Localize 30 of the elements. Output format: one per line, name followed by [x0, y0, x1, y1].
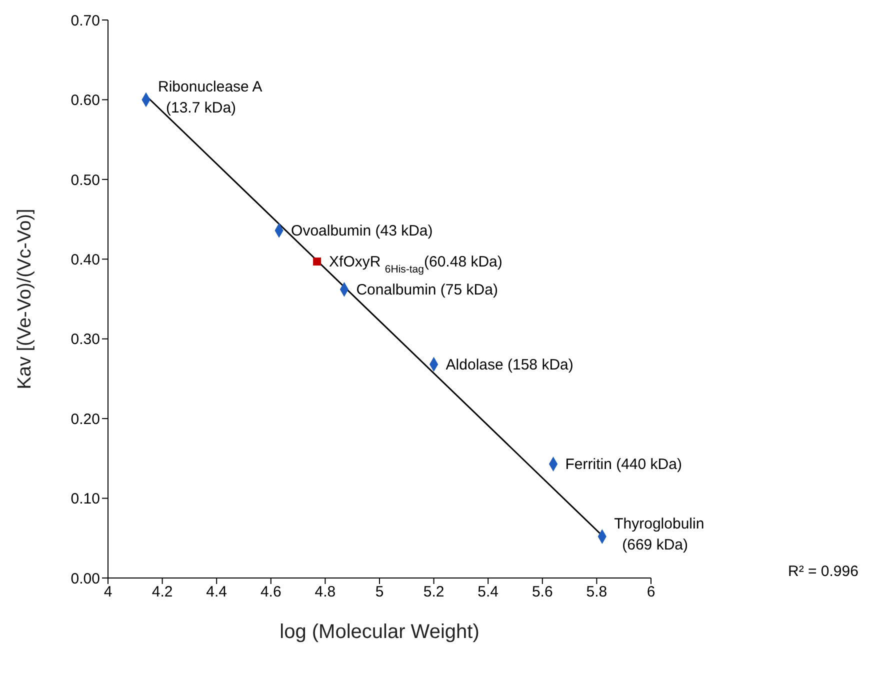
text: R² = 0.996 — [788, 563, 858, 580]
annotation: Thyroglobulin (669 kDa) — [614, 516, 704, 554]
y-tick-label: 0.40 — [70, 251, 100, 268]
x-axis-title: log (Molecular Weight) — [280, 621, 480, 643]
y-tick-label: 0.00 — [70, 570, 100, 588]
x-tick-label: 4.4 — [206, 584, 228, 601]
y-tick-label: 0.60 — [70, 92, 100, 110]
x-tick-label: 5.8 — [586, 584, 608, 601]
y-tick-label: 0.70 — [70, 12, 100, 30]
y-tick-label: 0.10 — [70, 490, 100, 508]
x-tick-label: 5 — [375, 584, 384, 601]
x-tick-label: 4.6 — [260, 584, 282, 601]
annotation: Aldolase (158 kDa) — [446, 356, 574, 374]
x-tick-label: 4 — [104, 584, 112, 601]
x-tick-label: 5.2 — [423, 584, 444, 601]
annotation: Conalbumin (75 kDa) — [356, 281, 498, 298]
annotation: Ovoalbumin (43 kDa) — [291, 222, 433, 240]
x-tick-label: 4.2 — [152, 584, 173, 601]
x-tick-label: 6 — [646, 584, 656, 601]
y-tick-label: 0.50 — [70, 172, 100, 189]
y-axis-title: Kav [(Ve-Vo)/(Vc-Vo)] — [14, 208, 36, 390]
point — [313, 258, 322, 266]
x-tick-label: 5.4 — [478, 584, 499, 601]
x-tick-label: 4.8 — [314, 584, 336, 601]
annotation: XfOxyR $_{6His-tag}$(60.48 kDa) — [329, 254, 502, 276]
x-tick-label: 5.6 — [532, 584, 553, 601]
y-tick-label: 0.20 — [70, 410, 100, 428]
annotation: Ferritin (440 kDa) — [565, 456, 682, 474]
y-tick-label: 0.30 — [70, 331, 100, 348]
annotation: Ribonuclease A (13.7 kDa) — [158, 78, 262, 117]
